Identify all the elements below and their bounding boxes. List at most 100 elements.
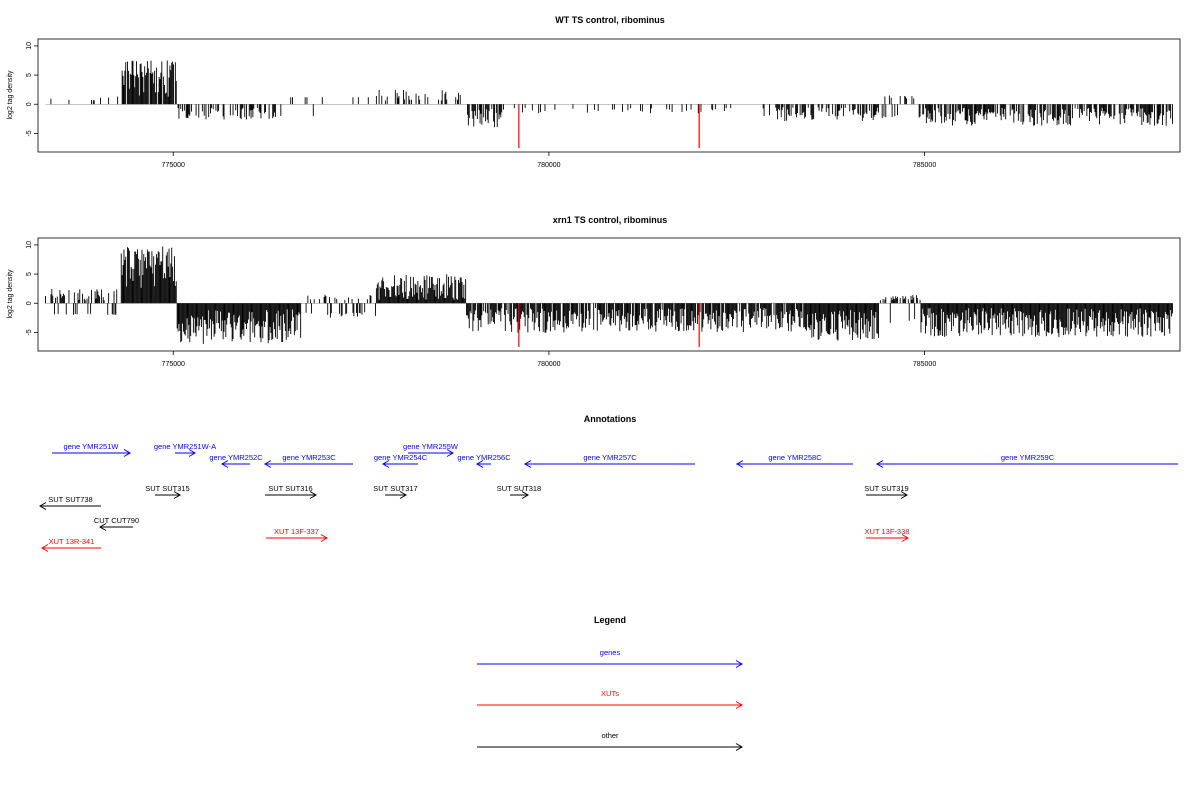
- y-tick-label: -5: [26, 329, 33, 335]
- annotations-title: Annotations: [584, 414, 637, 424]
- annotation-feature: gene YMR251W-A: [154, 442, 216, 457]
- feature-arrowhead: [524, 460, 532, 468]
- feature-arrowhead: [320, 534, 328, 542]
- legend-arrowhead: [735, 660, 743, 668]
- legend-items: genes XUTs other: [477, 648, 743, 751]
- annotation-features: gene YMR251W gene YMR251W-A gene YMR255W ge…: [39, 442, 1178, 552]
- x-tick-label: 780000: [537, 361, 560, 368]
- annotations-track: Annotations gene YMR251W gene YMR251W-A ge…: [39, 414, 1178, 552]
- y-axis-label: log2 tag density: [7, 70, 14, 120]
- feature-label: SUT SUT315: [145, 484, 189, 493]
- y-tick-label: 0: [26, 102, 33, 106]
- panel-wt: WT TS control, ribominus log2 tag densit…: [7, 15, 1181, 169]
- y-ticks: 10 5 0 -5: [26, 241, 38, 336]
- feature-arrowhead: [476, 460, 484, 468]
- feature-label: XUT 13F-337: [274, 527, 319, 536]
- y-tick-label: 0: [26, 301, 33, 305]
- x-tick-label: 775000: [162, 361, 185, 368]
- feature-label: SUT SUT738: [48, 495, 92, 504]
- feature-label: SUT SUT316: [268, 484, 312, 493]
- annotation-feature: SUT SUT318: [497, 484, 541, 499]
- y-tick-label: 10: [26, 241, 33, 249]
- feature-arrowhead: [123, 449, 131, 457]
- feature-label: SUT SUT319: [864, 484, 908, 493]
- y-tick-label: 5: [26, 272, 33, 276]
- feature-arrowhead: [382, 460, 390, 468]
- annotation-feature: SUT SUT319: [864, 484, 909, 499]
- panel-title: WT TS control, ribominus: [555, 15, 665, 25]
- feature-arrowhead: [309, 491, 317, 499]
- y-tick-label: 5: [26, 73, 33, 77]
- annotation-feature: XUT 13F-337: [266, 527, 328, 542]
- feature-label: gene YMR255W: [403, 442, 459, 451]
- feature-arrowhead: [399, 491, 407, 499]
- feature-arrowhead: [901, 534, 909, 542]
- annotation-feature: SUT SUT738: [39, 495, 101, 510]
- feature-label: XUT 13F-338: [865, 527, 910, 536]
- feature-arrowhead: [188, 449, 196, 457]
- legend-item: genes: [477, 648, 743, 668]
- feature-arrowhead: [876, 460, 884, 468]
- panel-title: xrn1 TS control, ribominus: [553, 215, 668, 225]
- feature-label: SUT SUT317: [373, 484, 417, 493]
- feature-arrowhead: [173, 491, 181, 499]
- feature-arrowhead: [521, 491, 529, 499]
- annotation-feature: SUT SUT317: [373, 484, 418, 499]
- signal-bars: [45, 246, 1173, 344]
- feature-label: gene YMR252C: [209, 453, 263, 462]
- feature-arrowhead: [41, 544, 49, 552]
- y-tick-label: -5: [26, 130, 33, 136]
- feature-arrowhead: [900, 491, 908, 499]
- annotation-feature: gene YMR257C: [524, 453, 695, 468]
- annotation-feature: gene YMR254C: [374, 453, 428, 468]
- annotation-feature: gene YMR256C: [457, 453, 511, 468]
- legend-item: XUTs: [477, 689, 743, 709]
- feature-arrowhead: [39, 502, 47, 510]
- legend-label: XUTs: [601, 689, 619, 698]
- x-ticks: 775000 780000 785000: [162, 152, 936, 169]
- x-tick-label: 780000: [537, 162, 560, 169]
- feature-label: gene YMR253C: [282, 453, 336, 462]
- feature-arrowhead: [264, 460, 272, 468]
- feature-label: XUT 13R-341: [49, 537, 95, 546]
- x-tick-label: 775000: [162, 162, 185, 169]
- x-tick-label: 785000: [913, 361, 936, 368]
- annotation-feature: gene YMR253C: [264, 453, 353, 468]
- annotation-feature: SUT SUT316: [265, 484, 317, 499]
- highlight-lines: [518, 104, 700, 148]
- plot-frame: [37, 38, 1181, 153]
- annotation-feature: XUT 13R-341: [41, 537, 101, 552]
- annotation-feature: gene YMR258C: [736, 453, 853, 468]
- annotation-feature: gene YMR252C: [209, 453, 263, 468]
- legend-item: other: [477, 731, 743, 751]
- annotation-feature: gene YMR259C: [876, 453, 1178, 468]
- x-tick-label: 785000: [913, 162, 936, 169]
- legend-arrowhead: [735, 743, 743, 751]
- feature-label: gene YMR258C: [768, 453, 822, 462]
- feature-label: gene YMR257C: [583, 453, 637, 462]
- annotation-feature: gene YMR255W: [403, 442, 459, 457]
- signal-bars: [45, 60, 1173, 128]
- feature-label: gene YMR256C: [457, 453, 511, 462]
- feature-label: gene YMR251W: [64, 442, 120, 451]
- legend-arrowhead: [735, 701, 743, 709]
- annotation-feature: SUT SUT315: [145, 484, 190, 499]
- feature-label: CUT CUT790: [94, 516, 139, 525]
- annotation-feature: XUT 13F-338: [865, 527, 910, 542]
- feature-arrowhead: [446, 449, 454, 457]
- highlight-lines: [518, 303, 700, 347]
- legend-label: genes: [600, 648, 621, 657]
- feature-label: gene YMR254C: [374, 453, 428, 462]
- feature-arrowhead: [736, 460, 744, 468]
- legend-title: Legend: [594, 615, 626, 625]
- legend-label: other: [601, 731, 619, 740]
- x-ticks: 775000 780000 785000: [162, 351, 936, 368]
- panel-xrn1: xrn1 TS control, ribominus log2 tag dens…: [7, 215, 1181, 368]
- feature-arrowhead: [221, 460, 229, 468]
- annotation-feature: CUT CUT790: [94, 516, 139, 531]
- feature-label: gene YMR259C: [1001, 453, 1055, 462]
- plot-frame: [37, 237, 1181, 352]
- feature-label: gene YMR251W-A: [154, 442, 216, 451]
- annotation-feature: gene YMR251W: [52, 442, 131, 457]
